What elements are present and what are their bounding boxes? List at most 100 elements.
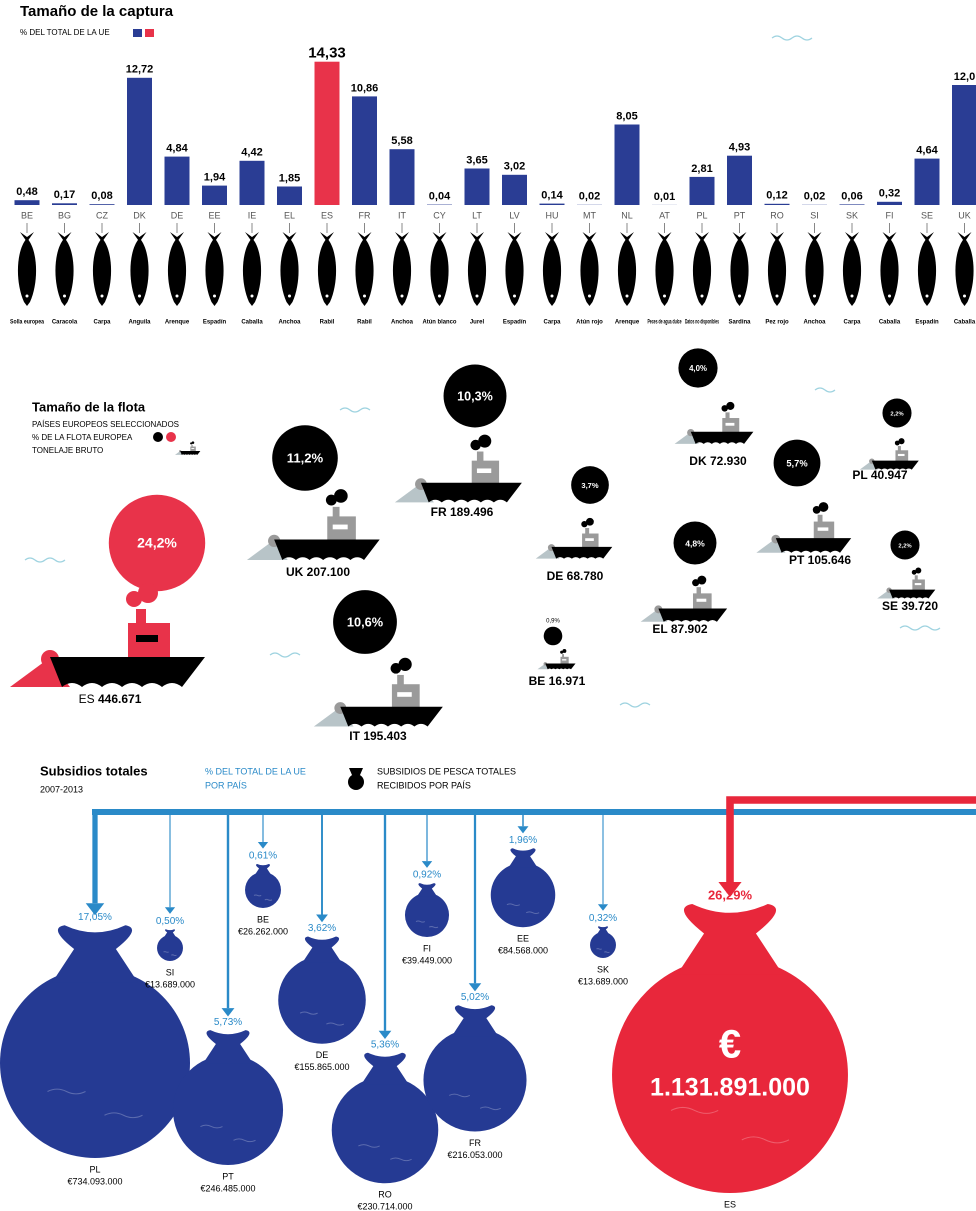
- page: Pesca en la UE {"chart_data": [ {"type":…: [0, 0, 976, 1211]
- ship: [860, 438, 919, 469]
- share-label: 10,6%: [347, 614, 383, 629]
- fish-name: Anchoa: [391, 320, 414, 326]
- amount-label: 1.131.891.000: [650, 1074, 810, 1102]
- bar: [952, 85, 976, 205]
- money-bag: [423, 1005, 526, 1131]
- bar: [915, 159, 940, 205]
- country-label: CY: [433, 210, 446, 220]
- bar: [877, 202, 902, 205]
- fish-tail: [958, 232, 972, 242]
- legend-bag-icon: [348, 768, 364, 790]
- fish-eye: [213, 295, 216, 298]
- value-label: 12,72: [126, 64, 154, 76]
- fish-eye: [738, 295, 741, 298]
- country-label: NL: [621, 210, 633, 220]
- body: Tamaño de la captura % DEL TOTAL DE LA U…: [0, 0, 976, 1211]
- money-bag: [0, 925, 190, 1158]
- bag-neck: [255, 864, 271, 875]
- fish-name: Peces de agua dulce: [648, 320, 682, 326]
- value-label: 0,02: [579, 191, 600, 203]
- ship-window: [136, 635, 158, 642]
- bar: [202, 186, 227, 205]
- share-label: 24,2%: [137, 535, 177, 551]
- ship-chimney: [562, 654, 564, 657]
- fish-eye: [776, 295, 779, 298]
- tonnage-label: 72.930: [710, 454, 747, 468]
- bar: [727, 156, 752, 205]
- fish-name: Jurel: [470, 320, 485, 326]
- arrow-head: [316, 915, 328, 923]
- money-bag: [405, 883, 449, 937]
- fish-icon: [280, 232, 298, 306]
- fish-name: Carpa: [93, 320, 111, 326]
- ship-chimney: [136, 609, 146, 625]
- ship-smoke: [138, 583, 158, 603]
- share-label: 5,36%: [371, 1039, 399, 1050]
- country-label: EL: [284, 210, 295, 220]
- fish-tail: [395, 232, 409, 242]
- ship-hull: [421, 483, 522, 503]
- ship: [247, 489, 380, 560]
- country-label: EL: [652, 622, 667, 636]
- fish-tail: [470, 232, 484, 242]
- fish-eye: [626, 295, 629, 298]
- fish-tail: [658, 232, 672, 242]
- fish-eye: [888, 295, 891, 298]
- share-label: 2,2%: [890, 412, 903, 418]
- fish-tail: [733, 232, 747, 242]
- ship-smoke: [192, 441, 195, 444]
- arrow-head: [469, 983, 482, 991]
- fish-tail: [95, 232, 109, 242]
- country-label: DE: [316, 1050, 329, 1060]
- country-label: IT: [349, 729, 360, 743]
- share-label: 0,32%: [589, 913, 617, 924]
- fish-name: Anguila: [129, 320, 152, 326]
- ship-smoke: [399, 658, 412, 671]
- fish-name: Carpa: [543, 320, 561, 326]
- wave: [270, 653, 300, 657]
- ship: [756, 502, 851, 553]
- country-label: ES: [321, 210, 333, 220]
- wave: [620, 703, 650, 707]
- fish-icon: [880, 232, 898, 306]
- value-label: 1,94: [204, 172, 226, 184]
- share-label: 0,9%: [546, 618, 560, 624]
- ship: [314, 658, 443, 727]
- share-label: 2,2%: [898, 544, 911, 550]
- bag-neck: [677, 904, 783, 975]
- fleet-legend: % DE LA FLOTA EUROPEA: [32, 433, 133, 442]
- value-label: 0,04: [429, 191, 451, 203]
- fish-tail: [20, 232, 34, 242]
- country-label: HU: [546, 210, 559, 220]
- ship-window: [726, 423, 735, 426]
- value-label: 0,32: [879, 188, 900, 200]
- bag-body: [405, 893, 449, 937]
- fleet-label: SE 39.720: [882, 599, 938, 613]
- ship-smoke: [334, 489, 348, 503]
- country-label: AT: [659, 210, 670, 220]
- arrow-head: [518, 826, 529, 833]
- amount-label: €26.262.000: [238, 926, 288, 936]
- wave: [25, 558, 65, 562]
- ship-window: [191, 448, 194, 449]
- subsidy-title: Subsidios totales: [40, 763, 148, 778]
- ship: [675, 402, 754, 444]
- wave: [772, 36, 812, 40]
- fleet-label: BE 16.971: [529, 674, 586, 688]
- fish-tail: [320, 232, 334, 242]
- amount-label: €155.865.000: [294, 1062, 349, 1072]
- money-bag: [278, 937, 366, 1044]
- bag-neck: [52, 925, 138, 982]
- country-label: EE: [208, 210, 220, 220]
- fish-icon: [168, 232, 186, 306]
- fleet-label: IT 195.403: [349, 729, 407, 743]
- fish-name: Atún blanco: [423, 320, 457, 326]
- fish-tail: [58, 232, 72, 242]
- ship-window: [818, 527, 829, 530]
- country-label: RO: [770, 210, 784, 220]
- fish-tail: [883, 232, 897, 242]
- bag-neck: [302, 937, 341, 963]
- bag-body: [0, 968, 190, 1158]
- country-label: DE: [547, 569, 564, 583]
- country-label: UK: [286, 565, 304, 579]
